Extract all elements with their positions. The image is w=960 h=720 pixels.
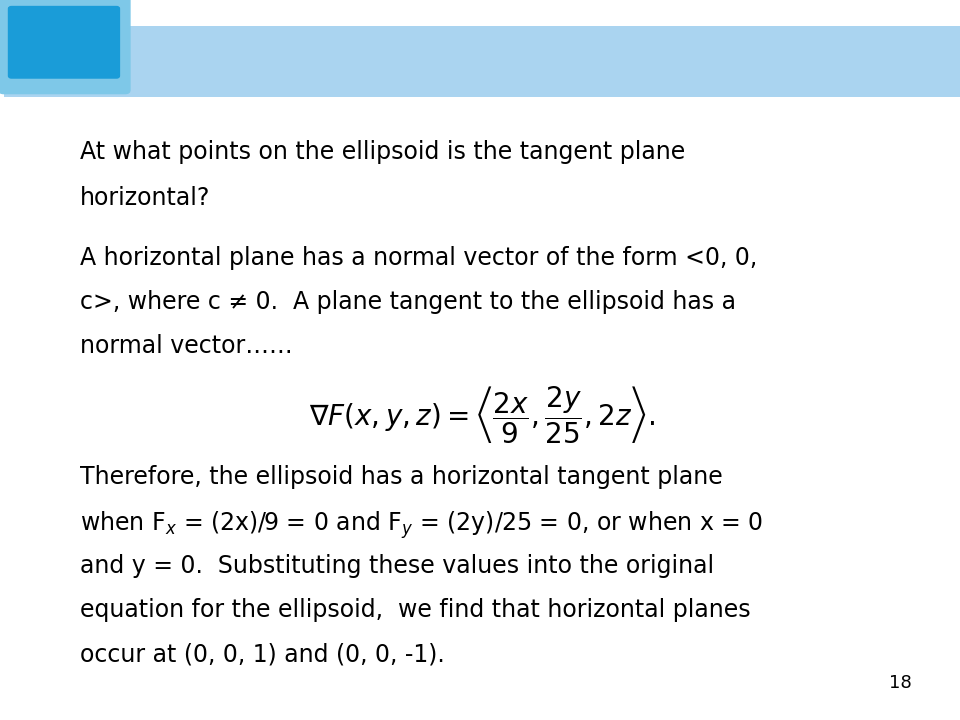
Text: At what points on the ellipsoid is the tangent plane: At what points on the ellipsoid is the t… bbox=[81, 140, 685, 163]
FancyBboxPatch shape bbox=[4, 27, 960, 97]
Text: Therefore, the ellipsoid has a horizontal tangent plane: Therefore, the ellipsoid has a horizonta… bbox=[81, 465, 723, 489]
Text: horizontal?: horizontal? bbox=[81, 186, 210, 210]
Text: $\nabla F(x, y, z) = \left\langle \dfrac{2x}{9}, \dfrac{2y}{25}, 2z \right\rangl: $\nabla F(x, y, z) = \left\langle \dfrac… bbox=[309, 384, 655, 445]
Text: equation for the ellipsoid,  we find that horizontal planes: equation for the ellipsoid, we find that… bbox=[81, 598, 751, 622]
Text: and y = 0.  Substituting these values into the original: and y = 0. Substituting these values int… bbox=[81, 554, 714, 577]
FancyBboxPatch shape bbox=[0, 0, 130, 94]
Text: c>, where c ≠ 0.  A plane tangent to the ellipsoid has a: c>, where c ≠ 0. A plane tangent to the … bbox=[81, 290, 736, 315]
Text: when F$_x$ = (2x)/9 = 0 and F$_y$ = (2y)/25 = 0, or when x = 0: when F$_x$ = (2x)/9 = 0 and F$_y$ = (2y)… bbox=[81, 510, 763, 541]
FancyBboxPatch shape bbox=[9, 6, 119, 78]
Text: A horizontal plane has a normal vector of the form <0, 0,: A horizontal plane has a normal vector o… bbox=[81, 246, 757, 270]
Text: occur at (0, 0, 1) and (0, 0, -1).: occur at (0, 0, 1) and (0, 0, -1). bbox=[81, 642, 445, 666]
Text: normal vector……: normal vector…… bbox=[81, 334, 293, 359]
Text: 18: 18 bbox=[889, 674, 912, 692]
